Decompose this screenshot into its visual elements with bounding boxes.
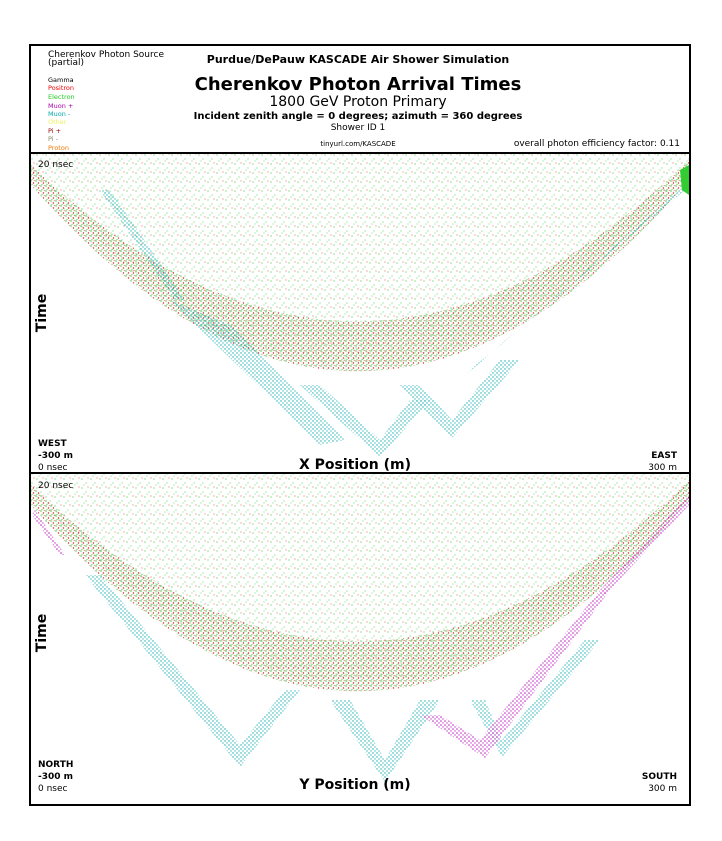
right-position: 300 m (648, 784, 677, 794)
legend-item: Pi + (48, 127, 61, 135)
source-subtitle: (partial) (48, 58, 84, 68)
left-position: -300 m (38, 772, 73, 782)
legend-item: Muon - (48, 110, 71, 118)
shower-id: Shower ID 1 (331, 123, 386, 133)
time-top: 20 nsec (38, 481, 73, 491)
photon-cloud (31, 474, 689, 782)
legend-item: Other (48, 118, 67, 126)
title: Cherenkov Photon Arrival Times (195, 74, 522, 95)
time-top: 20 nsec (38, 160, 73, 170)
legend-item: Electron (48, 93, 75, 101)
simulation: Purdue/DePauw KASCADE Air Shower Simulat… (207, 53, 509, 66)
source-title: Cherenkov Photon Source (48, 50, 164, 60)
x-axis-label: X Position (m) (299, 457, 411, 473)
incident: Incident zenith angle = 0 degrees; azimu… (194, 111, 523, 122)
legend-item: Pi - (48, 135, 59, 143)
left-time: 0 nsec (38, 463, 68, 473)
url: tinyurl.com/KASCADE (320, 140, 395, 148)
x-axis-label: Y Position (m) (298, 777, 410, 793)
right-direction: EAST (651, 451, 678, 461)
y-axis-label: Time (34, 294, 50, 332)
left-direction: WEST (38, 439, 68, 449)
y-axis-label: Time (34, 614, 50, 652)
right-position: 300 m (648, 463, 677, 473)
left-direction: NORTH (38, 760, 73, 770)
frame (29, 44, 691, 806)
efficiency: overall photon efficiency factor: 0.11 (514, 139, 680, 149)
legend-item: Proton (48, 144, 69, 152)
right-direction: SOUTH (642, 772, 677, 782)
left-time: 0 nsec (38, 784, 68, 794)
left-position: -300 m (38, 451, 73, 461)
legend-item: Gamma (48, 76, 74, 84)
primary: 1800 GeV Proton Primary (269, 94, 446, 110)
legend-item: Muon + (48, 102, 73, 110)
legend-item: Positron (48, 84, 74, 92)
photon-cloud (31, 154, 689, 457)
legend: Gamma Positron Electron Muon + Muon - Ot… (48, 76, 75, 152)
